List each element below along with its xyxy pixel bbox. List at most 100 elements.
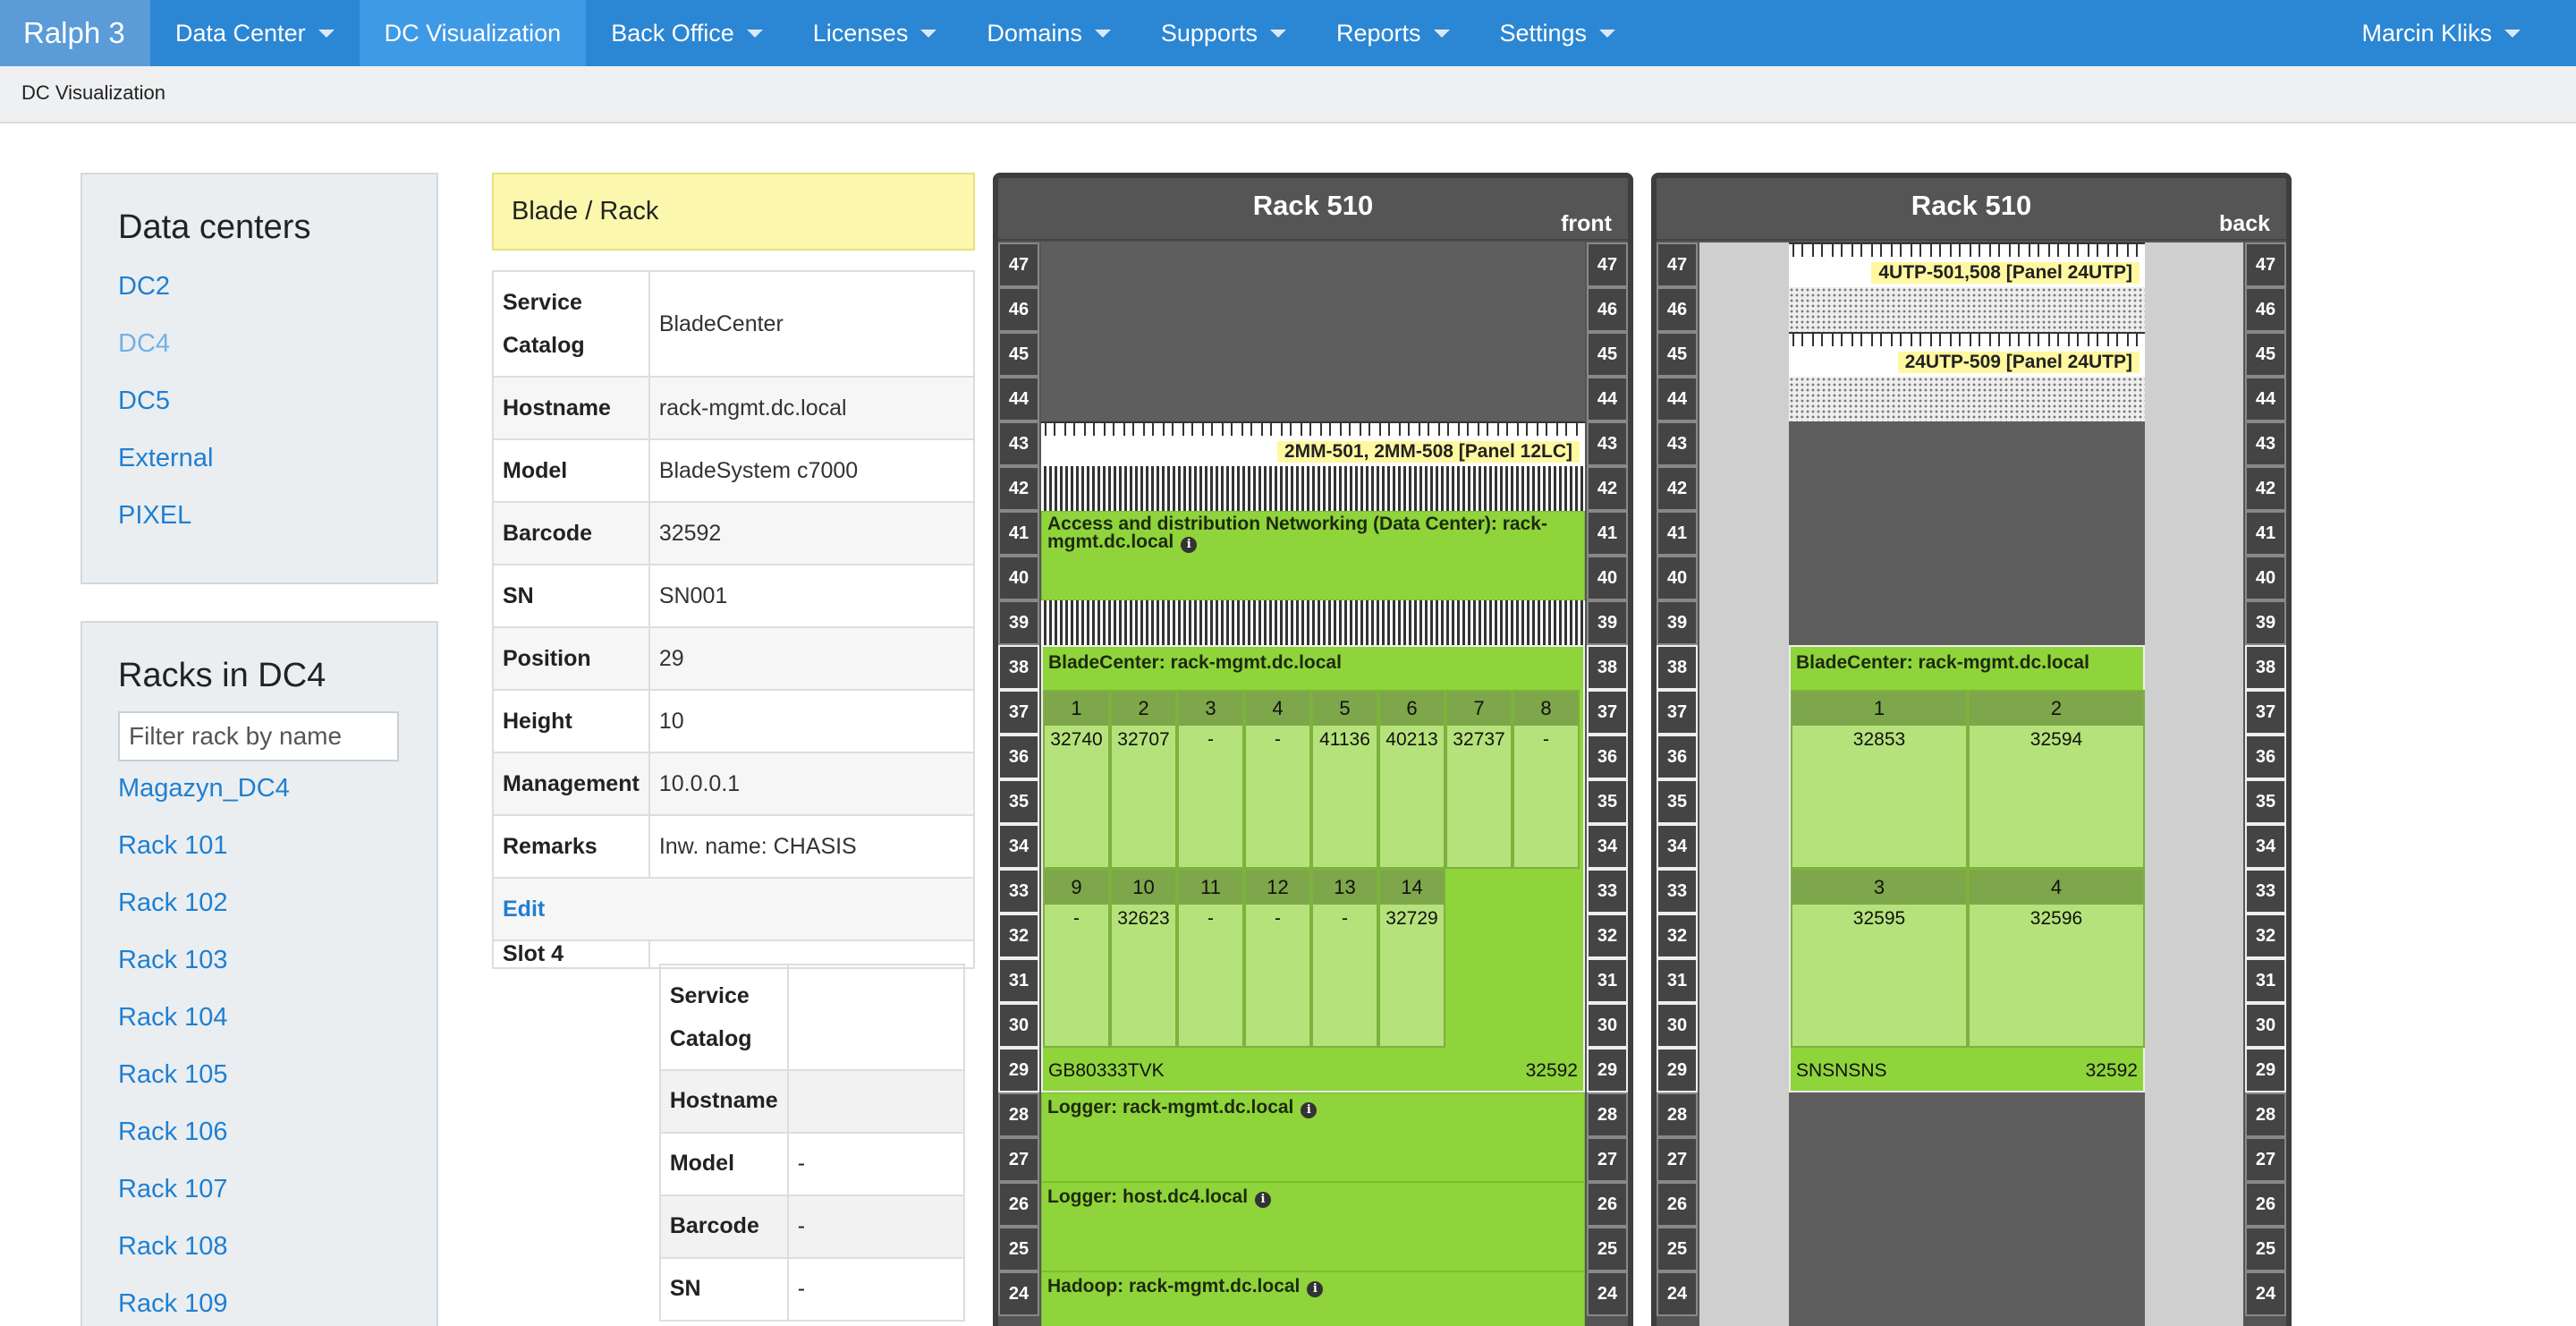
chevron-down-icon (1433, 29, 1450, 38)
blade-slot[interactable]: 1 32740 (1043, 690, 1110, 869)
dc-link-pixel[interactable]: PIXEL (118, 501, 192, 530)
blade-slot[interactable]: 3 32595 (1791, 869, 1968, 1048)
blade-slot[interactable]: 11 - (1177, 869, 1244, 1048)
rack-link[interactable]: Rack 101 (118, 831, 228, 860)
info-icon[interactable]: i (1307, 1281, 1324, 1297)
dc-link-dc5[interactable]: DC5 (118, 387, 171, 415)
slot-number: 2 (1970, 692, 2143, 726)
slot-key: Barcode (658, 1194, 789, 1259)
nav-supports[interactable]: Supports (1136, 0, 1311, 66)
rack-link[interactable]: Rack 107 (118, 1175, 228, 1203)
networking-device[interactable]: Access and distribution Networking (Data… (1041, 511, 1585, 600)
rack-filter-input[interactable]: Filter rack by name (118, 711, 399, 761)
unit-number: 35 (2245, 779, 2286, 824)
blade-slot[interactable]: 6 40213 (1378, 690, 1445, 869)
unit-number: 31 (1587, 958, 1628, 1003)
patch-panel-24utp[interactable]: 4UTP-501,508 [Panel 24UTP] (1789, 242, 2145, 287)
data-centers-title: Data centers (118, 208, 311, 246)
brand-logo[interactable]: Ralph 3 (0, 0, 150, 66)
info-icon[interactable]: i (1181, 537, 1198, 553)
hadoop-device[interactable]: Hadoop: rack-mgmt.dc.local i (1041, 1271, 1585, 1326)
patch-panel-12lc[interactable]: 2MM-501, 2MM-508 [Panel 12LC] (1041, 421, 1585, 466)
patch-panel-24utp[interactable]: 24UTP-509 [Panel 24UTP] (1789, 332, 2145, 377)
detail-key: Remarks (492, 814, 650, 879)
blade-slot[interactable]: 13 - (1311, 869, 1378, 1048)
management-ip-link[interactable]: 10.0.0.1 (648, 752, 976, 816)
unit-number: 47 (1657, 242, 1698, 287)
info-icon[interactable]: i (1301, 1102, 1318, 1118)
blade-slot[interactable]: 7 32737 (1445, 690, 1513, 869)
bladecenter-device[interactable]: BladeCenter: rack-mgmt.dc.local 1 32740 2 3… (1041, 645, 1585, 1092)
unit-number: 43 (1587, 421, 1628, 466)
logger-device[interactable]: Logger: rack-mgmt.dc.local i (1041, 1092, 1585, 1182)
dc-link-dc2[interactable]: DC2 (118, 272, 171, 301)
rack-link[interactable]: Rack 108 (118, 1232, 228, 1261)
blade-slot[interactable]: 2 32707 (1110, 690, 1177, 869)
unit-number: 44 (1587, 377, 1628, 421)
user-menu[interactable]: Marcin Kliks (2336, 0, 2546, 66)
unit-number: 41 (1657, 511, 1698, 556)
unit-number: 38 (2245, 645, 2286, 690)
unit-number: 30 (1657, 1003, 1698, 1048)
rack-link[interactable]: Rack 104 (118, 1003, 228, 1032)
blade-slot[interactable]: 3- (1177, 690, 1244, 869)
rack-link[interactable]: Rack 102 (118, 888, 228, 917)
detail-key: Management (492, 752, 650, 816)
device-label: Logger: host.dc4.local (1047, 1186, 1249, 1207)
edit-link[interactable]: Edit (492, 877, 975, 941)
blade-slot[interactable]: 4- (1244, 690, 1311, 869)
blade-slot[interactable]: 1 32853 (1791, 690, 1968, 869)
chevron-down-icon (920, 29, 937, 38)
nav-licenses[interactable]: Licenses (788, 0, 962, 66)
nav-back-office[interactable]: Back Office (586, 0, 788, 66)
info-icon[interactable]: i (1255, 1192, 1272, 1208)
nav-dc-visualization[interactable]: DC Visualization (359, 0, 587, 66)
nav-data-center[interactable]: Data Center (150, 0, 360, 66)
nav-domains[interactable]: Domains (962, 0, 1136, 66)
unit-number: 39 (998, 600, 1039, 645)
unit-number: 41 (998, 511, 1039, 556)
nav-settings[interactable]: Settings (1475, 0, 1641, 66)
blade-slot[interactable]: 14 32729 (1378, 869, 1445, 1048)
unit-number: 43 (1657, 421, 1698, 466)
unit-number: 46 (1657, 287, 1698, 332)
rack-link[interactable]: Rack 106 (118, 1118, 228, 1146)
slot-value: - (786, 1256, 965, 1322)
slot-key: Service Catalog (658, 963, 789, 1071)
unit-number: 37 (998, 690, 1039, 735)
blade-slot[interactable]: 10 32623 (1110, 869, 1177, 1048)
rack-link[interactable]: Magazyn_DC4 (118, 774, 290, 803)
blade-slot[interactable]: 12 - (1244, 869, 1311, 1048)
unit-number: 30 (2245, 1003, 2286, 1048)
unit-number: 25 (1657, 1227, 1698, 1271)
unit-number: 36 (2245, 735, 2286, 779)
slot-value: - (786, 1131, 965, 1196)
rack-link[interactable]: Rack 105 (118, 1060, 228, 1089)
rack-link[interactable]: Rack 103 (118, 946, 228, 974)
slot-number: 10 (1112, 871, 1175, 905)
blade-slot[interactable]: 5 41136 (1311, 690, 1378, 869)
slot-details-cell: Service Catalog Hostname Model - Barcode -… (648, 939, 976, 1322)
rack-title: Rack 510 back (1657, 178, 2286, 241)
slot-barcode: 32596 (2029, 908, 2083, 929)
dc-link-external[interactable]: External (118, 444, 214, 472)
logger-device[interactable]: Logger: host.dc4.local i (1041, 1182, 1585, 1271)
rack-link[interactable]: Rack 109 (118, 1289, 228, 1318)
bladecenter-label: BladeCenter: rack-mgmt.dc.local (1796, 652, 2089, 673)
slot-number: 1 (1792, 692, 1966, 726)
blade-slot[interactable]: 9- (1043, 869, 1110, 1048)
blade-slot[interactable]: 8- (1513, 690, 1580, 869)
detail-value: rack-mgmt.dc.local (648, 376, 976, 440)
rack-back-view: Rack 510 back 47 46 45 44 43 42 41 40 39 38 37 36 35 3… (1651, 173, 2292, 1326)
dc-link-dc4[interactable]: DC4 (118, 329, 171, 358)
unit-number: 29 (1587, 1048, 1628, 1092)
detail-key: Position (492, 626, 650, 691)
blade-slot[interactable]: 4 32596 (1968, 869, 2145, 1048)
slot-barcode: 32737 (1453, 729, 1505, 750)
blade-slot[interactable]: 2 32594 (1968, 690, 2145, 869)
nav-reports[interactable]: Reports (1311, 0, 1475, 66)
details-table: Service Catalog BladeCenter Hostname rack-… (492, 270, 976, 1322)
bladecenter-device[interactable]: BladeCenter: rack-mgmt.dc.local 1 32853 2 3… (1789, 645, 2145, 1092)
detail-key: Service Catalog (492, 270, 650, 378)
slot-number: 9 (1045, 871, 1108, 905)
